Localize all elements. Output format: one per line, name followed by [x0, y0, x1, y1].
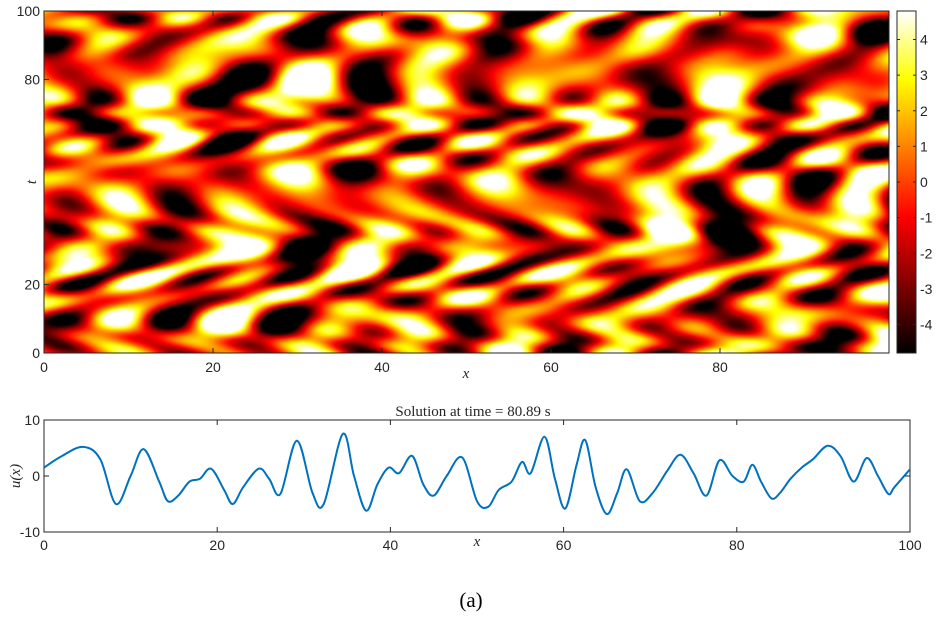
colorbar-tick-label: -2 [920, 245, 933, 261]
heatmap-x-tick-label: 40 [374, 359, 390, 375]
colorbar-tick-label: 0 [920, 174, 928, 190]
colorbar-tick-label: -4 [920, 317, 933, 333]
heatmap-y-tick-label: 100 [17, 3, 41, 19]
heatmap-x-tick-label: 20 [205, 359, 221, 375]
heatmap-image [44, 11, 889, 353]
figure-caption: (a) [459, 588, 482, 612]
line-x-tick-label: 80 [729, 537, 745, 553]
line-y-tick-label: 0 [32, 468, 40, 484]
heatmap-y-label: t [24, 179, 40, 184]
heatmap-x-tick-label: 60 [543, 359, 559, 375]
heatmap-y-ticks: 0 20 80 100 [17, 3, 49, 361]
colorbar-ticks: 4 3 2 1 0 -1 -2 -3 -4 [897, 32, 933, 333]
line-y-label: u(x) [8, 464, 24, 488]
heatmap-panel: 0 20 40 60 80 0 20 80 100 x t [17, 3, 890, 382]
series-line-u [44, 432, 910, 516]
line-x-tick-label: 0 [40, 537, 48, 553]
line-panel: Solution at time = 80.89 s 0 20 40 60 80 100 … [8, 404, 922, 553]
line-x-ticks: 0 20 40 60 80 100 [40, 420, 922, 553]
heatmap-x-tick-label: 0 [40, 359, 48, 375]
colorbar-fill [897, 11, 916, 353]
heatmap-axes-box [43, 10, 890, 354]
line-plot-title: Solution at time = 80.89 s [395, 404, 550, 420]
heatmap-x-tick-label: 80 [712, 359, 728, 375]
colorbar-tick-label: 2 [920, 103, 928, 119]
line-x-tick-label: 40 [383, 537, 399, 553]
colorbar-tick-label: 1 [920, 138, 928, 154]
heatmap-x-ticks: 0 20 40 60 80 [40, 11, 728, 375]
heatmap-x-label: x [462, 366, 470, 382]
colorbar-tick-label: -3 [920, 281, 933, 297]
line-axes-box [43, 419, 911, 533]
colorbar-tick-label: -1 [920, 210, 933, 226]
colorbar: 4 3 2 1 0 -1 -2 -3 -4 [896, 10, 933, 354]
line-y-ticks: 10 0 -10 [20, 412, 910, 540]
line-x-label: x [473, 534, 481, 550]
line-y-tick-label: 10 [24, 412, 40, 428]
heatmap-y-tick-label: 0 [32, 345, 40, 361]
colorbar-tick-label: 4 [920, 32, 928, 48]
line-x-tick-label: 60 [556, 537, 572, 553]
line-x-tick-label: 100 [898, 537, 922, 553]
line-x-tick-label: 20 [209, 537, 225, 553]
line-y-tick-label: -10 [20, 524, 40, 540]
heatmap-y-tick-label: 20 [24, 277, 40, 293]
heatmap-y-tick-label: 80 [24, 71, 40, 87]
colorbar-tick-label: 3 [920, 67, 928, 83]
